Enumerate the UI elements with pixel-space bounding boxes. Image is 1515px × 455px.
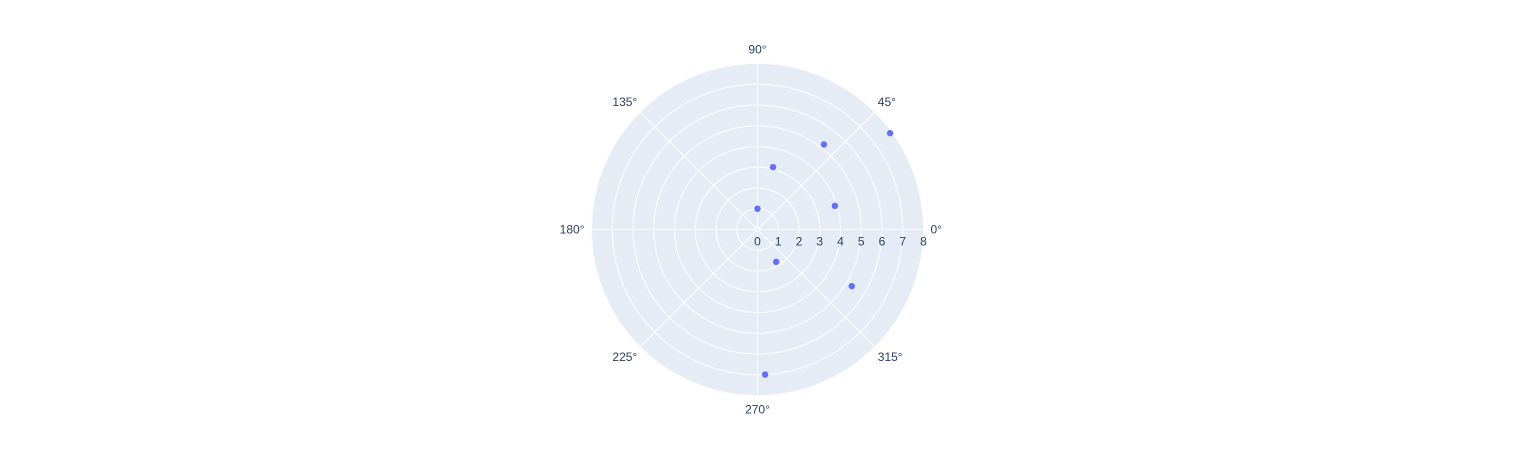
radial-tick-label: 1 — [775, 235, 782, 249]
data-point[interactable] — [769, 163, 777, 171]
polar-gridlines — [591, 63, 924, 396]
data-point[interactable] — [761, 371, 769, 378]
angular-gridline — [639, 229, 758, 348]
data-points[interactable] — [754, 129, 894, 378]
angular-gridline — [757, 229, 876, 348]
data-point[interactable] — [886, 129, 894, 137]
radial-tick-label: 4 — [837, 235, 844, 249]
angular-gridline — [757, 111, 876, 230]
radial-tick-label: 7 — [899, 235, 906, 249]
angular-tick-label: 315° — [878, 350, 903, 364]
data-point[interactable] — [831, 202, 839, 210]
radial-tick-label: 6 — [879, 235, 886, 249]
data-point[interactable] — [772, 258, 780, 266]
angular-tick-label: 180° — [560, 223, 585, 237]
data-point[interactable] — [820, 141, 828, 148]
radial-tick-label: 8 — [920, 235, 927, 249]
angular-tick-label: 45° — [878, 95, 896, 109]
angular-tick-label: 270° — [745, 403, 770, 417]
radial-tick-label: 5 — [858, 235, 865, 249]
angular-gridline — [639, 111, 758, 230]
angular-tick-label: 90° — [748, 43, 766, 57]
radial-tick-label: 2 — [796, 235, 803, 249]
angular-tick-label: 135° — [612, 95, 637, 109]
angular-axis-labels: 0° 45° 90° 135° 180° 225° 270° 315° — [560, 43, 943, 417]
radial-tick-label: 3 — [816, 235, 823, 249]
radial-tick-label: 0 — [754, 235, 761, 249]
angular-tick-label: 225° — [612, 350, 637, 364]
angular-tick-label: 0° — [931, 223, 943, 237]
data-point[interactable] — [754, 205, 761, 212]
data-point[interactable] — [848, 282, 855, 290]
